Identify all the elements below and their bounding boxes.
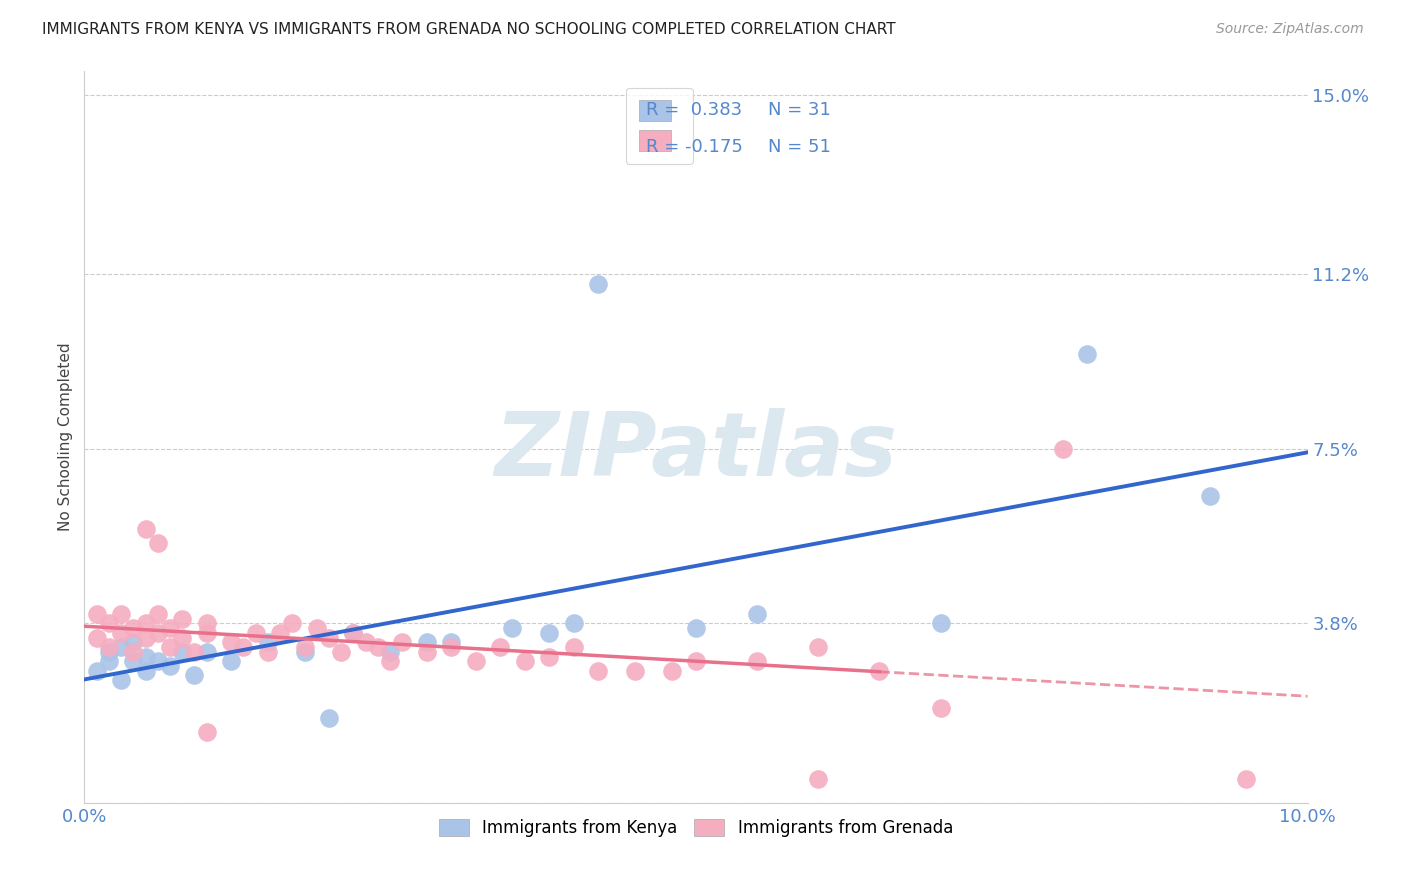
- Point: [159, 621, 181, 635]
- Point: [562, 640, 585, 654]
- Point: [110, 626, 132, 640]
- Point: [86, 664, 108, 678]
- Point: [269, 626, 291, 640]
- Point: [172, 612, 194, 626]
- Point: [146, 536, 169, 550]
- Point: [135, 664, 157, 678]
- Point: [232, 640, 254, 654]
- Point: [440, 635, 463, 649]
- Point: [135, 616, 157, 631]
- Point: [807, 772, 830, 787]
- Point: [110, 673, 132, 687]
- Point: [305, 621, 328, 635]
- Text: N = 51: N = 51: [768, 138, 831, 156]
- Point: [416, 635, 439, 649]
- Point: [281, 616, 304, 631]
- Point: [172, 631, 194, 645]
- Point: [135, 522, 157, 536]
- Point: [195, 626, 218, 640]
- Point: [245, 626, 267, 640]
- Point: [380, 645, 402, 659]
- Point: [513, 654, 536, 668]
- Point: [929, 701, 952, 715]
- Point: [367, 640, 389, 654]
- Point: [257, 645, 280, 659]
- Point: [135, 649, 157, 664]
- Point: [195, 645, 218, 659]
- Point: [747, 607, 769, 621]
- Point: [97, 616, 120, 631]
- Point: [183, 668, 205, 682]
- Point: [354, 635, 377, 649]
- Point: [86, 607, 108, 621]
- Point: [195, 616, 218, 631]
- Point: [489, 640, 512, 654]
- Point: [1052, 442, 1074, 456]
- Point: [1236, 772, 1258, 787]
- Point: [747, 654, 769, 668]
- Legend: Immigrants from Kenya, Immigrants from Grenada: Immigrants from Kenya, Immigrants from G…: [430, 811, 962, 846]
- Text: N = 31: N = 31: [768, 101, 831, 120]
- Point: [159, 659, 181, 673]
- Point: [97, 645, 120, 659]
- Point: [869, 664, 891, 678]
- Point: [562, 616, 585, 631]
- Point: [146, 654, 169, 668]
- Point: [146, 607, 169, 621]
- Point: [122, 635, 145, 649]
- Point: [1076, 347, 1098, 361]
- Text: R =  0.383: R = 0.383: [645, 101, 742, 120]
- Point: [97, 640, 120, 654]
- Point: [110, 640, 132, 654]
- Point: [110, 607, 132, 621]
- Point: [219, 635, 242, 649]
- Point: [172, 645, 194, 659]
- Point: [159, 640, 181, 654]
- Point: [122, 621, 145, 635]
- Point: [416, 645, 439, 659]
- Point: [685, 654, 707, 668]
- Point: [330, 645, 353, 659]
- Point: [294, 640, 316, 654]
- Point: [122, 654, 145, 668]
- Point: [624, 664, 647, 678]
- Point: [685, 621, 707, 635]
- Point: [219, 654, 242, 668]
- Text: ZIPatlas: ZIPatlas: [495, 409, 897, 495]
- Point: [86, 631, 108, 645]
- Point: [195, 725, 218, 739]
- Point: [586, 664, 609, 678]
- Text: Source: ZipAtlas.com: Source: ZipAtlas.com: [1216, 22, 1364, 37]
- Point: [929, 616, 952, 631]
- Point: [318, 631, 340, 645]
- Y-axis label: No Schooling Completed: No Schooling Completed: [58, 343, 73, 532]
- Point: [294, 645, 316, 659]
- Text: IMMIGRANTS FROM KENYA VS IMMIGRANTS FROM GRENADA NO SCHOOLING COMPLETED CORRELAT: IMMIGRANTS FROM KENYA VS IMMIGRANTS FROM…: [42, 22, 896, 37]
- Point: [183, 645, 205, 659]
- Point: [380, 654, 402, 668]
- Point: [122, 645, 145, 659]
- Point: [538, 649, 561, 664]
- Point: [342, 626, 364, 640]
- Point: [502, 621, 524, 635]
- Point: [318, 711, 340, 725]
- Point: [661, 664, 683, 678]
- Point: [146, 626, 169, 640]
- Point: [1198, 489, 1220, 503]
- Point: [464, 654, 486, 668]
- Point: [257, 635, 280, 649]
- Point: [135, 631, 157, 645]
- Point: [342, 626, 364, 640]
- Point: [807, 640, 830, 654]
- Text: R = -0.175: R = -0.175: [645, 138, 742, 156]
- Point: [97, 654, 120, 668]
- Point: [586, 277, 609, 291]
- Point: [391, 635, 413, 649]
- Point: [440, 640, 463, 654]
- Point: [538, 626, 561, 640]
